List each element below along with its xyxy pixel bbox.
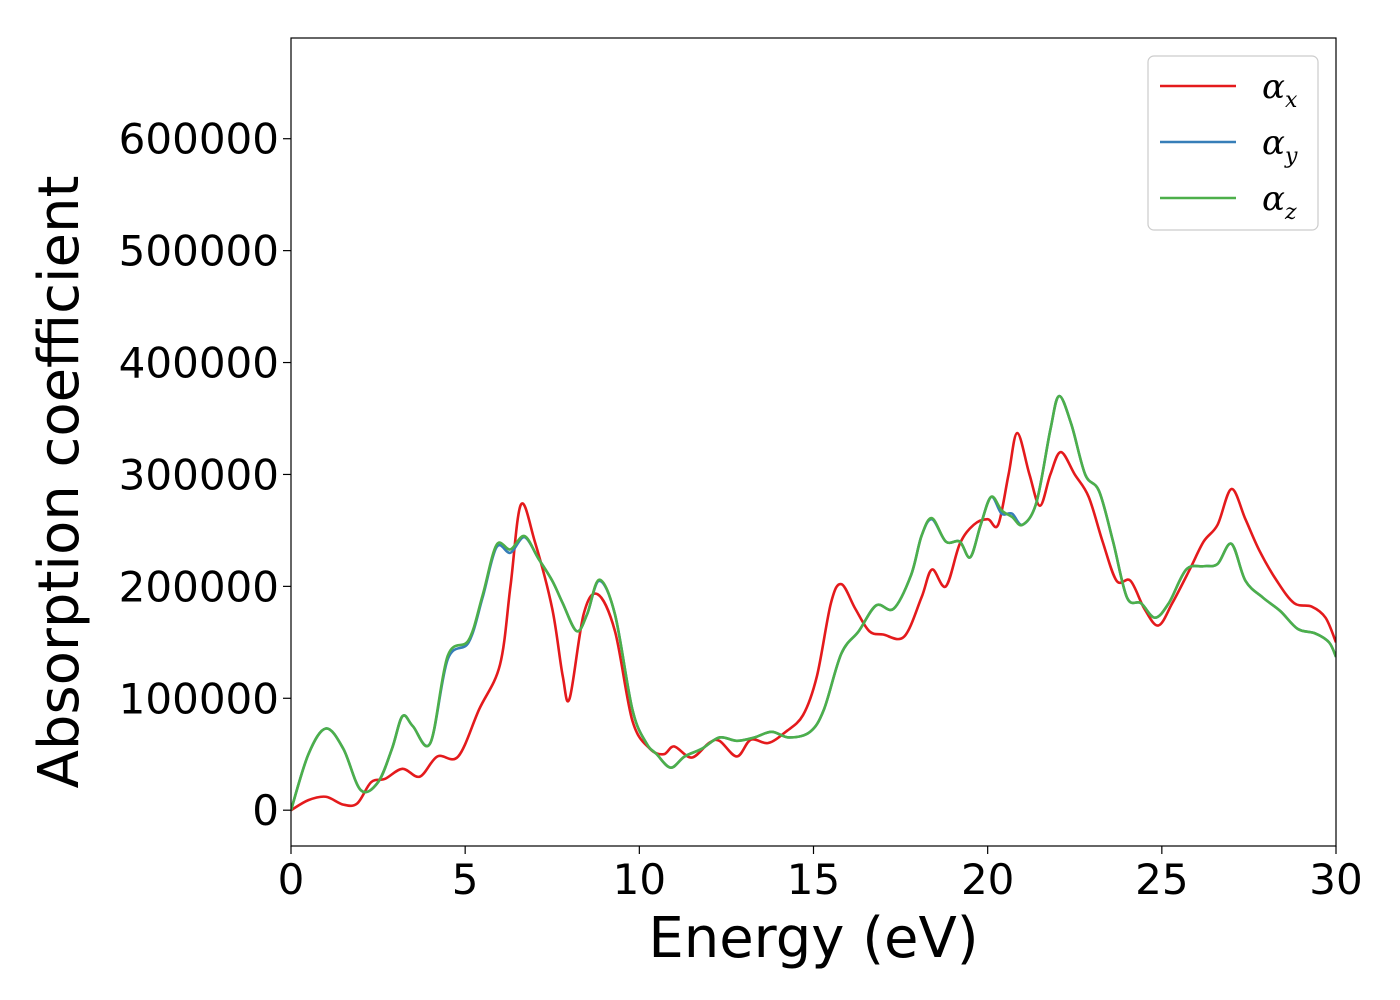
x-axis-ticks: 0 5 10 15 20 25 30 [278, 846, 1363, 904]
x-tick-label: 0 [278, 855, 305, 904]
x-tick-label: 25 [1135, 855, 1188, 904]
legend-label-y: αy [1262, 123, 1298, 169]
x-tick-label: 5 [452, 855, 479, 904]
y-tick-label: 400000 [119, 339, 279, 388]
series-line-y [291, 394, 1336, 811]
y-tick-label: 0 [252, 786, 279, 835]
x-tick-label: 30 [1309, 855, 1362, 904]
series-line-x [291, 431, 1336, 812]
legend: αx αy αz [1147, 55, 1319, 231]
legend-label-x: αx [1262, 67, 1298, 113]
x-tick-label: 20 [961, 855, 1014, 904]
y-tick-label: 200000 [119, 562, 279, 611]
y-tick-label: 500000 [119, 227, 279, 276]
y-axis-label: Absorption coefficient [27, 176, 92, 789]
x-tick-label: 15 [787, 855, 840, 904]
y-tick-label: 300000 [119, 450, 279, 499]
y-axis-ticks: 0 100000 200000 300000 400000 500000 600000 [119, 115, 291, 835]
x-tick-label: 10 [613, 855, 666, 904]
plot-frame [290, 37, 1337, 847]
series-line-z [291, 394, 1336, 811]
x-axis-label: Energy (eV) [648, 906, 978, 971]
plot-lines [291, 394, 1336, 812]
y-tick-label: 100000 [119, 674, 279, 723]
legend-label-z: αz [1262, 179, 1297, 225]
y-tick-label: 600000 [119, 115, 279, 164]
